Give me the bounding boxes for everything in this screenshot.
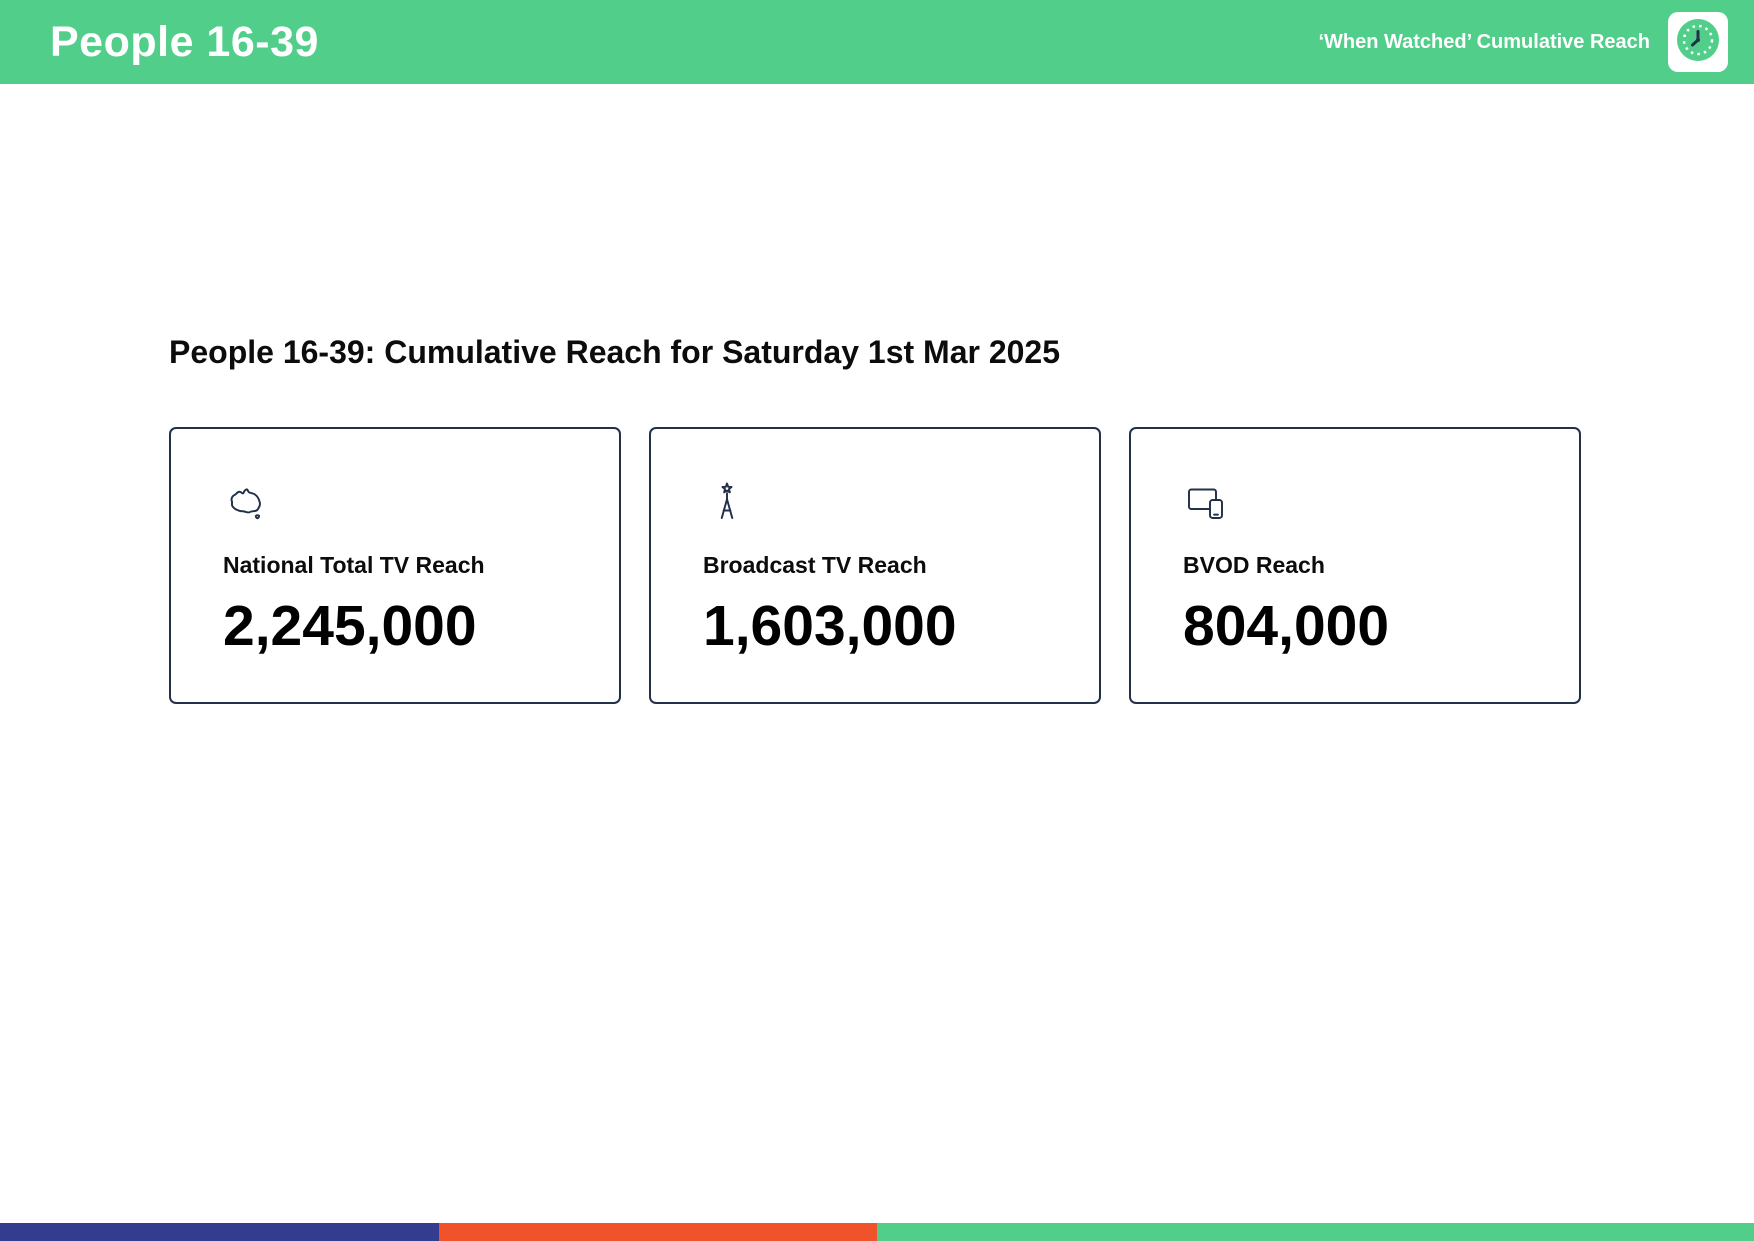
footer-segment-green [877,1223,1754,1241]
card-value: 2,245,000 [223,594,477,658]
header-subtitle: ‘When Watched’ Cumulative Reach [1318,30,1650,53]
clock-icon [1674,16,1722,69]
card-value: 804,000 [1183,594,1390,658]
footer-segment-navy [0,1223,439,1241]
card-label: Broadcast TV Reach [703,552,927,578]
main-content: People 16-39: Cumulative Reach for Satur… [0,84,1754,704]
header-right: ‘When Watched’ Cumulative Reach [1318,12,1728,72]
stat-card-national-total-tv: National Total TV Reach 2,245,000 [169,427,621,704]
stat-card-bvod: BVOD Reach 804,000 [1129,427,1581,704]
header: People 16-39 ‘When Watched’ Cumulative R… [0,0,1754,84]
clock-logo-badge [1668,12,1728,72]
page-title: People 16-39 [50,17,319,66]
card-label: BVOD Reach [1183,552,1325,578]
stat-card-broadcast-tv: Broadcast TV Reach 1,603,000 [649,427,1101,704]
broadcast-tower-icon [703,479,751,527]
stat-cards-row: National Total TV Reach 2,245,000 Broadc… [169,427,1754,704]
australia-map-icon [223,479,271,527]
card-label: National Total TV Reach [223,552,485,578]
footer-color-bar [0,1223,1754,1241]
section-heading: People 16-39: Cumulative Reach for Satur… [169,334,1061,370]
devices-icon [1183,479,1231,527]
card-value: 1,603,000 [703,594,957,658]
footer-segment-orange [438,1223,877,1241]
